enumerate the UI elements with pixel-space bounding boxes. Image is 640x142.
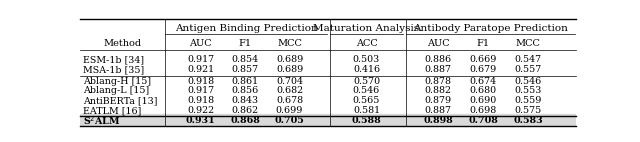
Text: EATLM [16]: EATLM [16] — [83, 106, 142, 115]
Text: 0.570: 0.570 — [353, 77, 380, 85]
Text: 0.674: 0.674 — [470, 77, 497, 85]
Text: 0.689: 0.689 — [276, 55, 303, 64]
Text: 0.882: 0.882 — [425, 86, 452, 95]
Text: 0.843: 0.843 — [232, 96, 259, 105]
Text: Ablang-L [15]: Ablang-L [15] — [83, 86, 150, 95]
Text: 0.547: 0.547 — [515, 55, 541, 64]
Text: AntiBERTa [13]: AntiBERTa [13] — [83, 96, 158, 105]
Text: 0.887: 0.887 — [425, 65, 452, 74]
Text: 0.868: 0.868 — [230, 116, 260, 125]
Text: 0.931: 0.931 — [186, 116, 216, 125]
Text: AUC: AUC — [427, 39, 450, 48]
Text: 0.704: 0.704 — [276, 77, 303, 85]
Text: ACC: ACC — [356, 39, 378, 48]
Text: MCC: MCC — [277, 39, 302, 48]
Text: 0.862: 0.862 — [232, 106, 259, 115]
Text: 0.879: 0.879 — [425, 96, 452, 105]
Text: 0.559: 0.559 — [514, 96, 541, 105]
Text: F1: F1 — [239, 39, 252, 48]
Text: 0.878: 0.878 — [425, 77, 452, 85]
Text: MCC: MCC — [515, 39, 540, 48]
Text: 0.416: 0.416 — [353, 65, 380, 74]
Text: 0.575: 0.575 — [515, 106, 541, 115]
Text: 0.581: 0.581 — [353, 106, 380, 115]
Text: 0.854: 0.854 — [232, 55, 259, 64]
Text: 0.678: 0.678 — [276, 96, 303, 105]
Text: 0.679: 0.679 — [470, 65, 497, 74]
Text: 0.861: 0.861 — [232, 77, 259, 85]
Text: Antigen Binding Prediction: Antigen Binding Prediction — [175, 24, 317, 33]
Text: 0.680: 0.680 — [470, 86, 497, 95]
Text: 0.565: 0.565 — [353, 96, 380, 105]
Text: 0.856: 0.856 — [232, 86, 259, 95]
Text: 0.546: 0.546 — [515, 77, 541, 85]
Text: 0.583: 0.583 — [513, 116, 543, 125]
Text: F1: F1 — [477, 39, 490, 48]
Text: Maturation Analysis: Maturation Analysis — [314, 24, 419, 33]
Text: 0.503: 0.503 — [353, 55, 380, 64]
Text: 0.669: 0.669 — [470, 55, 497, 64]
Text: ESM-1b [34]: ESM-1b [34] — [83, 55, 145, 64]
Text: 0.922: 0.922 — [188, 106, 214, 115]
Text: 0.918: 0.918 — [188, 96, 214, 105]
Text: 0.705: 0.705 — [275, 116, 305, 125]
Text: S$^2$ALM: S$^2$ALM — [83, 114, 121, 127]
Text: 0.917: 0.917 — [188, 86, 214, 95]
Text: 0.698: 0.698 — [470, 106, 497, 115]
Text: 0.898: 0.898 — [424, 116, 453, 125]
Text: 0.708: 0.708 — [468, 116, 498, 125]
Text: 0.588: 0.588 — [351, 116, 381, 125]
Text: 0.918: 0.918 — [188, 77, 214, 85]
Text: 0.887: 0.887 — [425, 106, 452, 115]
Text: 0.886: 0.886 — [425, 55, 452, 64]
Text: Antibody Paratope Prediction: Antibody Paratope Prediction — [413, 24, 568, 33]
Text: 0.546: 0.546 — [353, 86, 380, 95]
Text: 0.921: 0.921 — [188, 65, 214, 74]
Text: 0.553: 0.553 — [514, 86, 541, 95]
Text: MSA-1b [35]: MSA-1b [35] — [83, 65, 145, 74]
Text: Ablang-H [15]: Ablang-H [15] — [83, 77, 152, 85]
Text: Method: Method — [103, 39, 141, 48]
Text: 0.689: 0.689 — [276, 65, 303, 74]
Text: 0.699: 0.699 — [276, 106, 303, 115]
Text: AUC: AUC — [189, 39, 212, 48]
Bar — [80, 114, 576, 126]
Text: 0.682: 0.682 — [276, 86, 303, 95]
Text: 0.857: 0.857 — [232, 65, 259, 74]
Text: 0.557: 0.557 — [515, 65, 541, 74]
Text: 0.917: 0.917 — [188, 55, 214, 64]
Text: 0.690: 0.690 — [470, 96, 497, 105]
